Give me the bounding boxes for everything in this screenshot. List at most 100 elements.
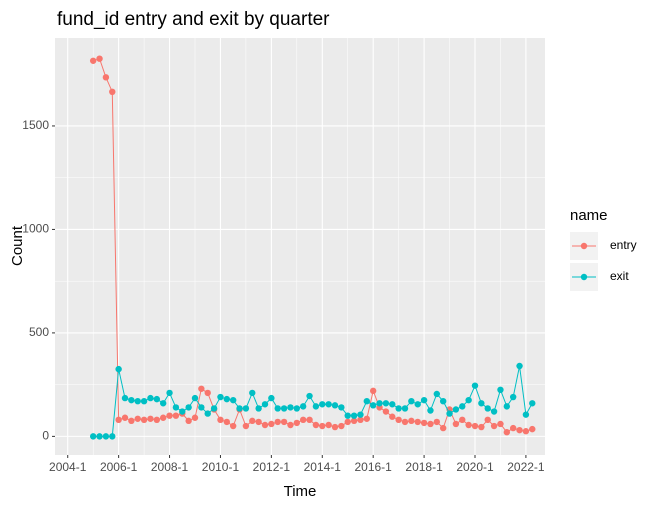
legend-label: exit xyxy=(610,269,629,283)
x-tick-label: 2020-1 xyxy=(456,460,494,474)
point xyxy=(140,397,148,405)
point xyxy=(153,416,161,424)
point xyxy=(465,396,472,404)
point xyxy=(459,403,466,410)
point xyxy=(280,405,288,412)
x-tick-label: 2004-1 xyxy=(49,460,87,474)
point xyxy=(478,400,485,407)
point xyxy=(478,423,485,431)
point xyxy=(344,418,351,426)
point xyxy=(179,408,186,415)
point xyxy=(420,419,428,427)
point xyxy=(338,422,345,430)
point xyxy=(249,389,256,397)
point xyxy=(529,400,536,407)
point xyxy=(420,396,428,404)
point xyxy=(287,421,294,429)
panel xyxy=(55,38,545,455)
point xyxy=(452,420,460,428)
y-tick-label: 500 xyxy=(29,325,49,339)
point xyxy=(287,404,294,411)
x-tick-label: 2022-1 xyxy=(507,460,545,474)
point xyxy=(147,415,154,422)
point xyxy=(306,392,313,400)
point xyxy=(376,400,383,407)
point xyxy=(325,401,332,408)
chart-title: fund_id entry and exit by quarter xyxy=(57,9,330,30)
point xyxy=(516,362,523,370)
point xyxy=(471,382,479,389)
legend-title: name xyxy=(570,207,608,224)
point xyxy=(484,416,491,424)
point xyxy=(299,416,307,424)
point xyxy=(166,412,173,419)
point xyxy=(229,422,237,430)
point xyxy=(363,397,371,405)
point xyxy=(503,403,511,410)
point xyxy=(319,401,326,408)
point xyxy=(147,394,154,402)
point xyxy=(306,416,313,424)
point xyxy=(522,411,530,418)
point xyxy=(204,410,211,417)
x-tick-label: 2018-1 xyxy=(405,460,443,474)
point xyxy=(185,404,192,411)
point xyxy=(338,404,345,411)
point xyxy=(459,416,466,424)
point xyxy=(325,421,332,429)
point xyxy=(89,433,97,440)
point xyxy=(503,429,511,436)
point xyxy=(134,415,141,422)
point xyxy=(293,405,301,412)
point xyxy=(401,405,409,412)
point xyxy=(509,393,517,401)
point xyxy=(382,400,390,407)
point xyxy=(198,385,205,392)
x-tick-label: 2012-1 xyxy=(253,460,291,474)
point xyxy=(204,389,211,397)
point xyxy=(109,88,116,96)
point xyxy=(217,393,224,401)
point xyxy=(89,57,97,64)
y-tick-label: 0 xyxy=(42,429,49,443)
point xyxy=(369,387,377,395)
point xyxy=(217,416,224,424)
point xyxy=(312,403,320,410)
point xyxy=(312,421,320,429)
point xyxy=(198,404,205,411)
x-tick-label: 2006-1 xyxy=(100,460,138,474)
point xyxy=(408,417,415,425)
point xyxy=(96,433,103,440)
point xyxy=(261,421,269,429)
point xyxy=(395,416,402,424)
point xyxy=(102,74,110,81)
point xyxy=(153,395,161,403)
y-tick-label: 1500 xyxy=(22,118,49,132)
point xyxy=(357,416,364,424)
point xyxy=(159,400,167,407)
point xyxy=(344,412,351,419)
point xyxy=(268,394,275,402)
point xyxy=(357,411,364,418)
point xyxy=(191,414,199,421)
point xyxy=(516,426,523,434)
point xyxy=(102,433,110,440)
x-axis-title: Time xyxy=(284,483,317,500)
point xyxy=(490,422,498,430)
point xyxy=(261,401,269,408)
point xyxy=(140,416,148,424)
point xyxy=(509,424,517,432)
point xyxy=(401,418,409,426)
point xyxy=(134,397,141,405)
series-line xyxy=(93,58,533,433)
point xyxy=(331,402,339,409)
point xyxy=(471,422,479,430)
point xyxy=(96,55,103,62)
point xyxy=(427,407,434,414)
x-tick-label: 2010-1 xyxy=(202,460,240,474)
point xyxy=(249,417,256,425)
legend-point xyxy=(580,273,588,281)
point xyxy=(236,405,243,412)
point xyxy=(382,408,390,415)
